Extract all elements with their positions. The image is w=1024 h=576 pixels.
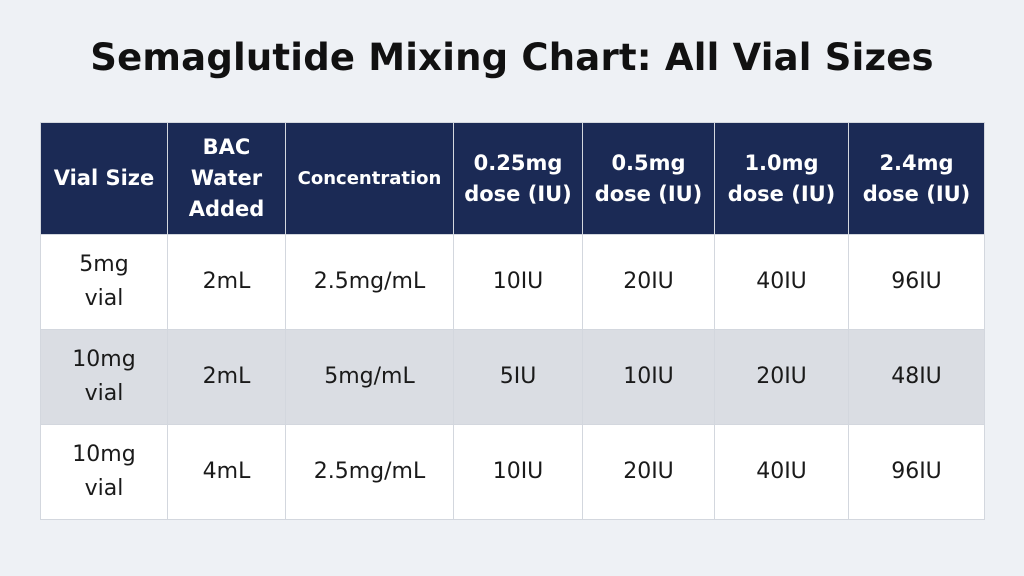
cell-dose-05mg: 20IU bbox=[582, 424, 715, 520]
page-title: Semaglutide Mixing Chart: All Vial Sizes bbox=[90, 36, 934, 79]
header-dose-05mg: 0.5mg dose (IU) bbox=[582, 122, 715, 235]
cell-bac-water: 2mL bbox=[167, 234, 286, 330]
table-row: 10mg vial 4mL 2.5mg/mL 10IU 20IU 40IU 96… bbox=[40, 424, 985, 520]
cell-dose-10mg: 40IU bbox=[714, 234, 849, 330]
header-dose-24mg: 2.4mg dose (IU) bbox=[848, 122, 985, 235]
header-bac-water-added: BAC Water Added bbox=[167, 122, 286, 235]
mixing-chart-table: Vial Size BAC Water Added Concentration … bbox=[40, 122, 985, 520]
cell-dose-24mg: 96IU bbox=[848, 234, 985, 330]
cell-dose-025mg: 10IU bbox=[453, 234, 583, 330]
table-row: 10mg vial 2mL 5mg/mL 5IU 10IU 20IU 48IU bbox=[40, 329, 985, 425]
table-row: 5mg vial 2mL 2.5mg/mL 10IU 20IU 40IU 96I… bbox=[40, 234, 985, 330]
header-dose-10mg: 1.0mg dose (IU) bbox=[714, 122, 849, 235]
table-header-row: Vial Size BAC Water Added Concentration … bbox=[40, 122, 985, 235]
cell-dose-05mg: 20IU bbox=[582, 234, 715, 330]
cell-concentration: 2.5mg/mL bbox=[285, 424, 454, 520]
cell-bac-water: 2mL bbox=[167, 329, 286, 425]
cell-vial-size: 10mg vial bbox=[40, 329, 168, 425]
cell-dose-10mg: 40IU bbox=[714, 424, 849, 520]
cell-dose-24mg: 96IU bbox=[848, 424, 985, 520]
cell-vial-size: 5mg vial bbox=[40, 234, 168, 330]
cell-dose-025mg: 10IU bbox=[453, 424, 583, 520]
cell-bac-water: 4mL bbox=[167, 424, 286, 520]
cell-concentration: 5mg/mL bbox=[285, 329, 454, 425]
cell-dose-10mg: 20IU bbox=[714, 329, 849, 425]
cell-dose-24mg: 48IU bbox=[848, 329, 985, 425]
cell-dose-05mg: 10IU bbox=[582, 329, 715, 425]
header-concentration: Concentration bbox=[285, 122, 454, 235]
cell-vial-size: 10mg vial bbox=[40, 424, 168, 520]
header-vial-size: Vial Size bbox=[40, 122, 168, 235]
cell-concentration: 2.5mg/mL bbox=[285, 234, 454, 330]
cell-dose-025mg: 5IU bbox=[453, 329, 583, 425]
header-dose-025mg: 0.25mg dose (IU) bbox=[453, 122, 583, 235]
